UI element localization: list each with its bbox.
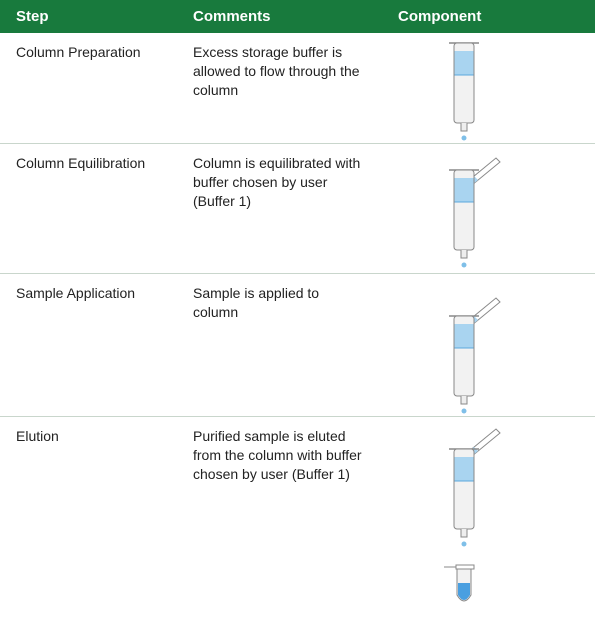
step-cell: Column Preparation [0,33,177,144]
step-cell: Column Equilibration [0,143,177,274]
component-cell [382,33,595,144]
component-cell [382,416,595,624]
column-illustration [448,157,501,268]
row: Column Equilibration Column is equilibra… [0,143,595,274]
header-cell: Step [0,0,177,33]
row: Sample Application Sample is applied to … [0,273,595,417]
row: Elution Purified sample is eluted from t… [0,416,595,624]
column-illustration [444,428,501,601]
comment-cell: Excess storage buffer is allowed to flow… [177,33,382,144]
row: Column Preparation Excess storage buffer… [0,33,595,144]
step-cell: Elution [0,416,177,624]
step-cell: Sample Application [0,273,177,417]
component-cell [382,273,595,417]
header-row: Step Comments Component [0,0,595,33]
header-cell: Component [382,0,595,33]
component-cell [382,143,595,274]
comment-cell: Column is equilibrated with buffer chose… [177,143,382,274]
column-illustration [448,42,480,142]
comment-cell: Purified sample is eluted from the colum… [177,416,382,624]
column-illustration [448,297,501,414]
comment-cell: Sample is applied to column [177,273,382,417]
header-cell: Comments [177,0,382,33]
